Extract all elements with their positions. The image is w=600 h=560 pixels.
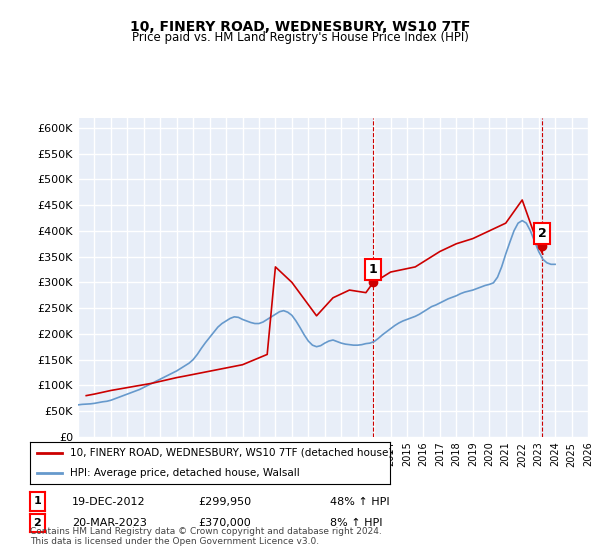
Text: Price paid vs. HM Land Registry's House Price Index (HPI): Price paid vs. HM Land Registry's House …	[131, 31, 469, 44]
Text: 1: 1	[34, 497, 41, 506]
Text: 10, FINERY ROAD, WEDNESBURY, WS10 7TF (detached house): 10, FINERY ROAD, WEDNESBURY, WS10 7TF (d…	[70, 448, 392, 458]
Text: 8% ↑ HPI: 8% ↑ HPI	[330, 518, 383, 528]
Text: 2: 2	[538, 227, 547, 240]
Text: 19-DEC-2012: 19-DEC-2012	[72, 497, 146, 507]
Text: Contains HM Land Registry data © Crown copyright and database right 2024.
This d: Contains HM Land Registry data © Crown c…	[30, 526, 382, 546]
Text: £299,950: £299,950	[198, 497, 251, 507]
Text: 1: 1	[369, 263, 377, 276]
Text: 48% ↑ HPI: 48% ↑ HPI	[330, 497, 389, 507]
Text: £370,000: £370,000	[198, 518, 251, 528]
Text: 2: 2	[34, 518, 41, 528]
Text: HPI: Average price, detached house, Walsall: HPI: Average price, detached house, Wals…	[70, 468, 299, 478]
Text: 10, FINERY ROAD, WEDNESBURY, WS10 7TF: 10, FINERY ROAD, WEDNESBURY, WS10 7TF	[130, 20, 470, 34]
Text: 20-MAR-2023: 20-MAR-2023	[72, 518, 147, 528]
